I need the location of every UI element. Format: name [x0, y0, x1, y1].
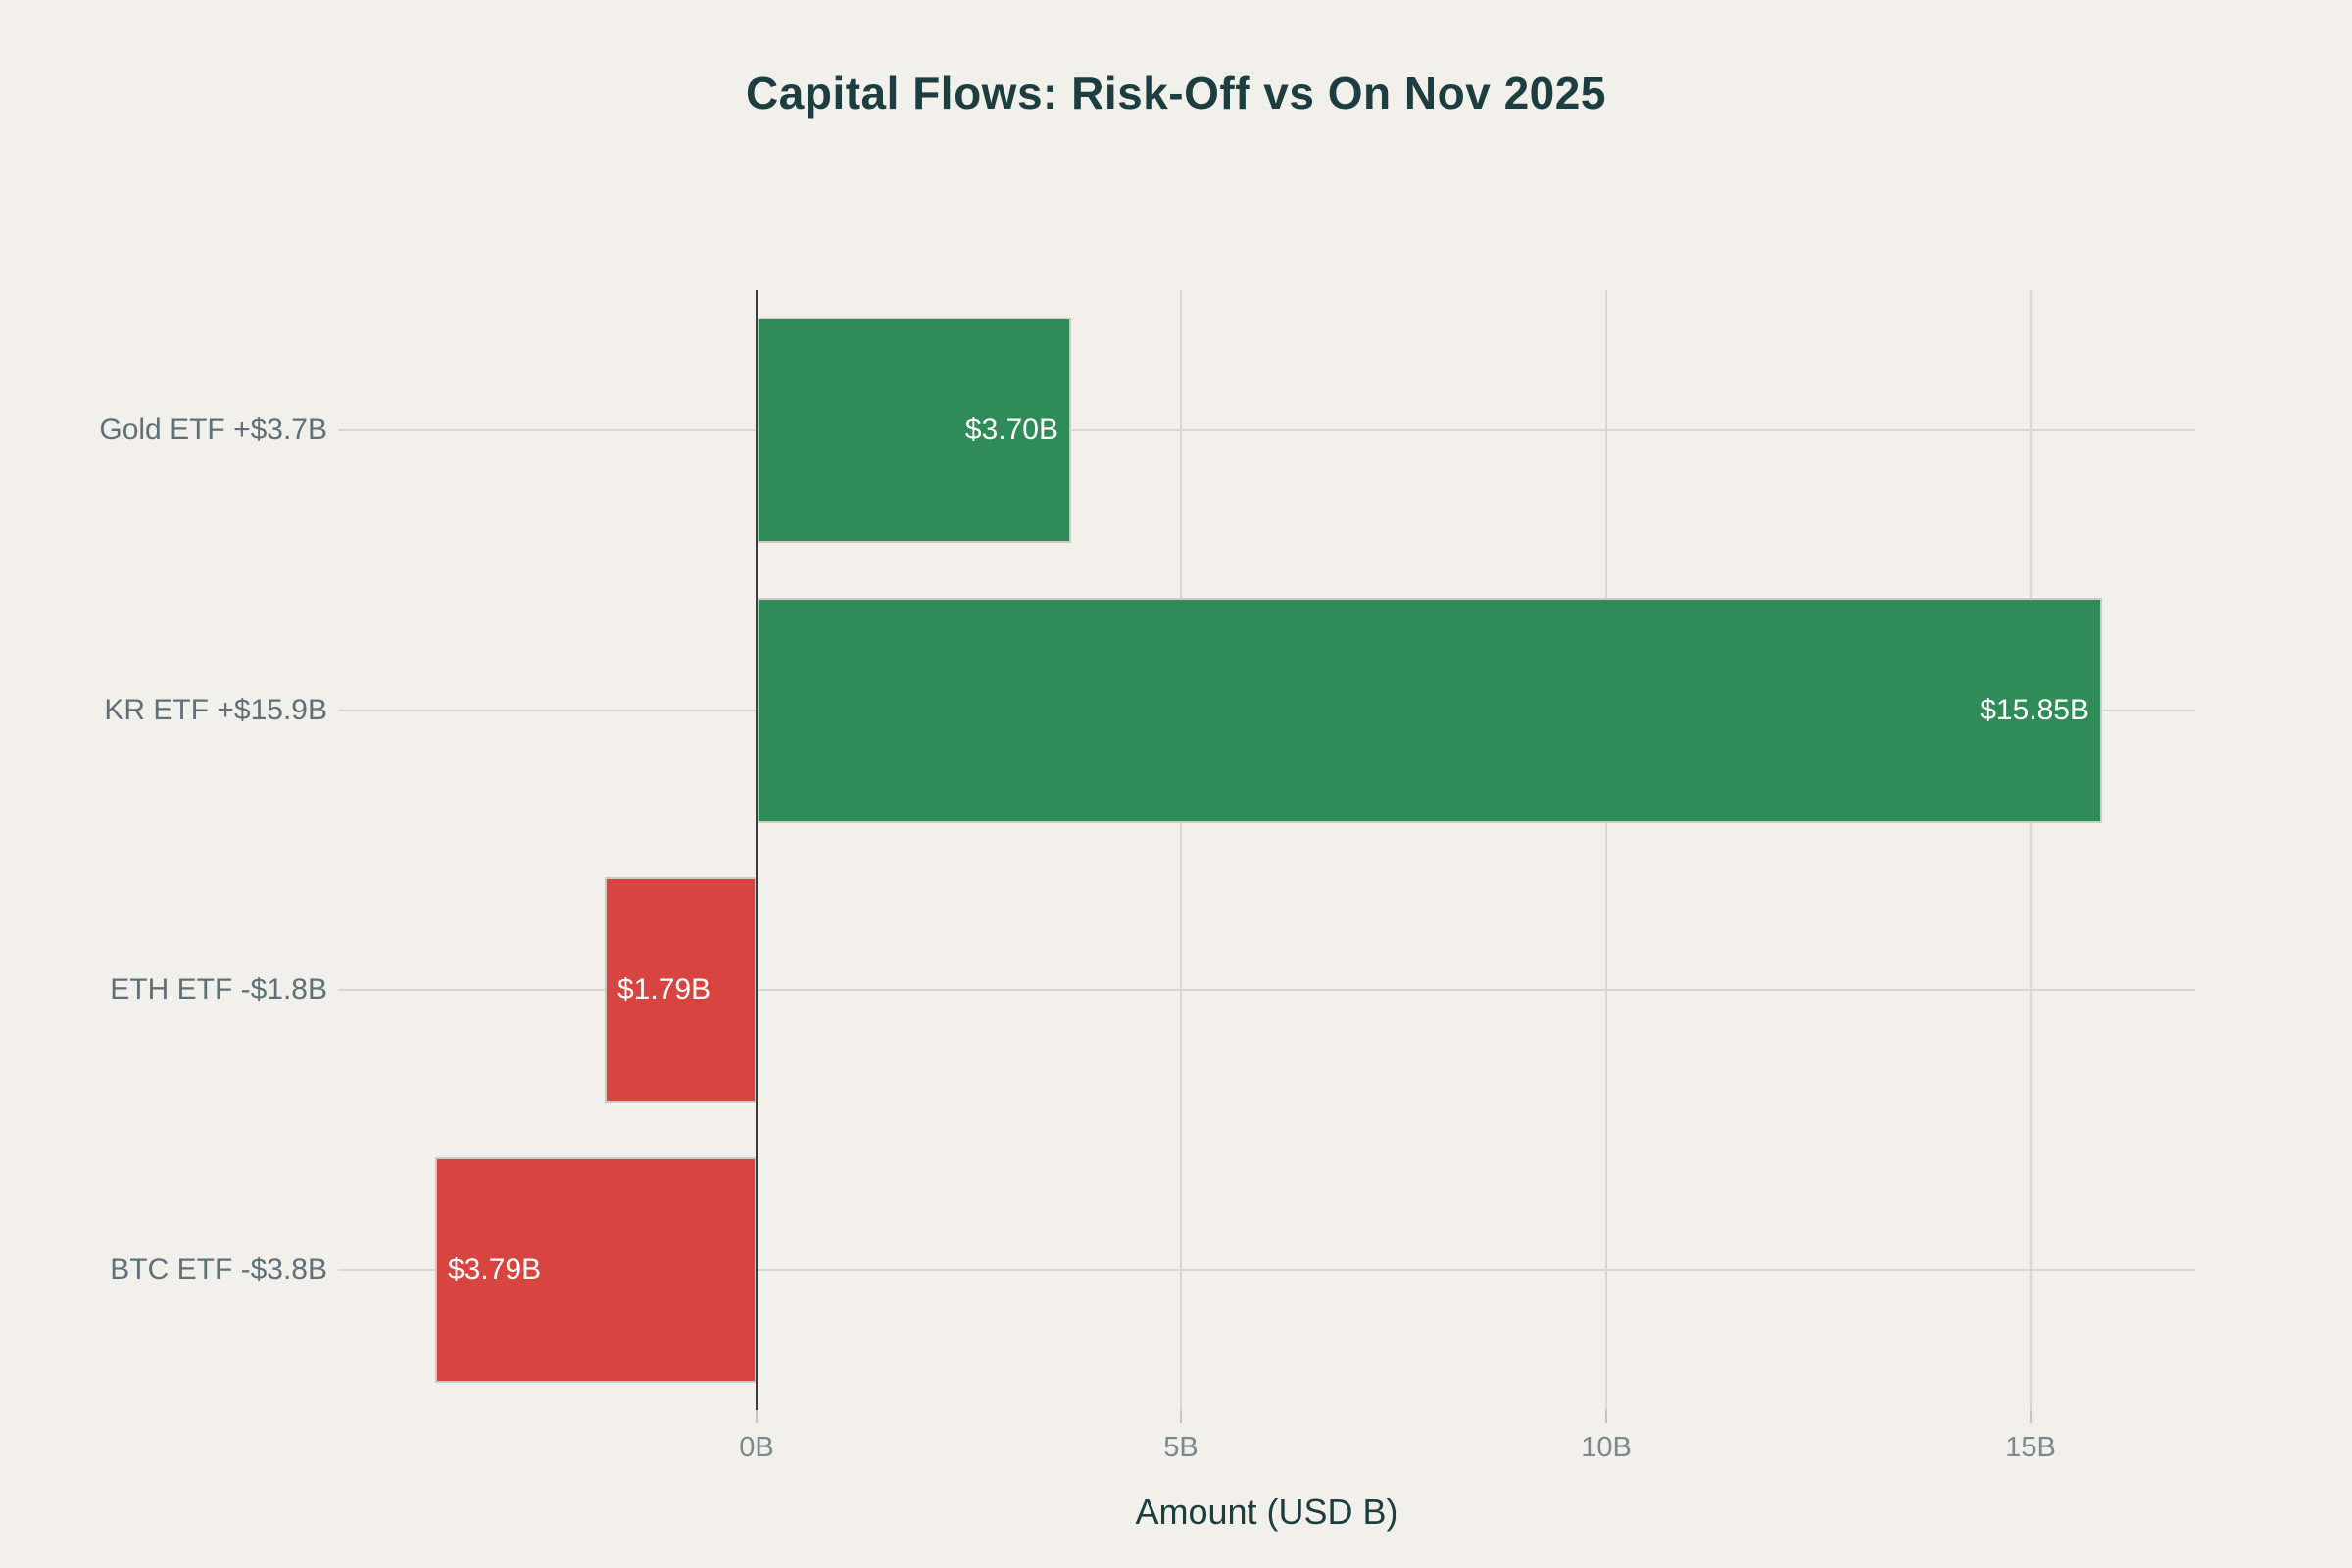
gridline-row-btc-etf [338, 1269, 2195, 1271]
bar-value-label: $3.70B [964, 414, 1058, 446]
x-tick-mark-5b [1180, 1410, 1182, 1423]
x-tick-label-5b: 5B [1163, 1432, 1199, 1463]
y-axis-labels: Gold ETF +$3.7B KR ETF +$15.9B ETH ETF -$1… [0, 290, 327, 1410]
x-tick-label-15b: 15B [2005, 1432, 2056, 1463]
y-axis-label-eth-etf: ETH ETF -$1.8B [110, 973, 327, 1005]
bar-gold-etf: $3.70B [757, 318, 1071, 543]
x-tick-mark-15b [2030, 1410, 2032, 1423]
x-tick-label-10b: 10B [1581, 1432, 1632, 1463]
bar-btc-etf: $3.79B [435, 1157, 757, 1383]
y-axis-label-gold-etf: Gold ETF +$3.7B [99, 414, 327, 446]
gridline-row-gold-etf [338, 429, 2195, 431]
bar-eth-etf: $1.79B [605, 877, 757, 1102]
bar-value-label: $15.85B [1980, 694, 2089, 726]
x-axis-title: Amount (USD B) [1135, 1492, 1398, 1532]
gridline-x-5b [1180, 290, 1182, 1410]
zero-line [756, 290, 758, 1410]
y-axis-label-btc-etf: BTC ETF -$3.8B [110, 1253, 327, 1286]
gridline-x-10b [1605, 290, 1607, 1410]
gridline-x-15b [2030, 290, 2032, 1410]
x-tick-mark-10b [1605, 1410, 1607, 1423]
bar-value-label: $1.79B [617, 973, 711, 1005]
plot-area: $3.70B $15.85B $1.79B $3.79B [338, 290, 2195, 1410]
gridline-row-eth-etf [338, 989, 2195, 991]
y-axis-label-kr-etf: KR ETF +$15.9B [104, 694, 327, 726]
x-tick-mark-0b [756, 1410, 758, 1423]
bar-value-label: $3.79B [448, 1253, 542, 1286]
bar-kr-etf: $15.85B [757, 598, 2102, 823]
chart-title: Capital Flows: Risk-Off vs On Nov 2025 [746, 68, 1606, 119]
x-tick-label-0b: 0B [739, 1432, 774, 1463]
